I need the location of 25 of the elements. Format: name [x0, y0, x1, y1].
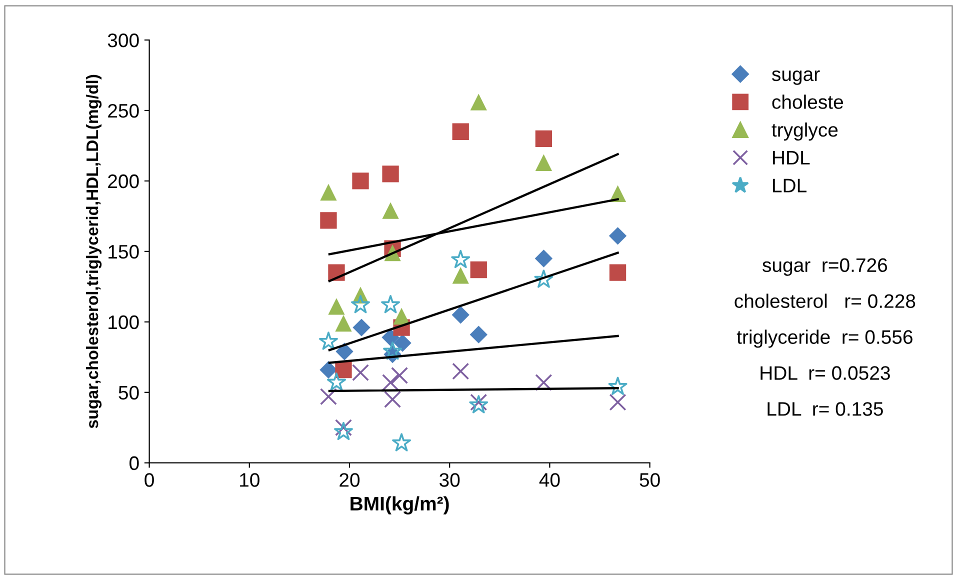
x-tick-label: 30: [440, 473, 460, 487]
y-tick-label: 150: [108, 244, 139, 259]
y-tick-label: 0: [130, 456, 139, 470]
x-tick-label: 40: [539, 473, 560, 487]
text: sugar r=0.726: [762, 258, 888, 276]
y-tick-label: 250: [108, 104, 139, 118]
x-tick-label: 50: [640, 473, 660, 487]
legend-label: tryglyce: [772, 122, 838, 141]
text: triglyceride r= 0.556: [736, 330, 912, 348]
text: cholesterol r= 0.228: [734, 294, 916, 308]
text: LDL r= 0.135: [768, 402, 883, 416]
x-tick-label: 20: [340, 473, 360, 487]
legend-label: LDL: [773, 178, 806, 192]
legend-label: sugar: [772, 70, 820, 85]
x-axis-title: BMI(kg/m²): [350, 496, 449, 514]
y-tick-label: 50: [118, 386, 139, 400]
legend-label: HDL: [773, 151, 810, 164]
y-axis-title: sugar,cholesterol,triglycerid,HDL,LDL(mg/dl): [86, 74, 102, 428]
y-tick-label: 100: [108, 315, 139, 330]
x-tick-label: 0: [144, 473, 154, 487]
legend-label: choleste: [772, 94, 844, 109]
y-tick-label: 300: [108, 33, 139, 48]
x-tick-label: 10: [240, 473, 260, 487]
text: HDL r= 0.0523: [760, 366, 890, 380]
y-tick-label: 200: [108, 174, 139, 188]
